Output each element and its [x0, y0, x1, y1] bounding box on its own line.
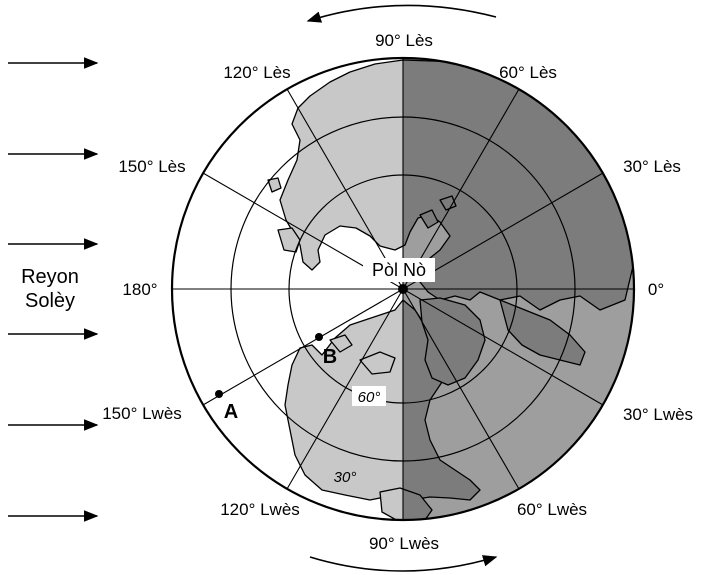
- longitude-label-150w: 150° Lwès: [102, 404, 182, 423]
- rotation-arrow-bottom: [309, 555, 498, 572]
- land-island: [439, 195, 457, 211]
- latitude-label-30: 30°: [334, 469, 357, 486]
- sun-rays-label-line1: Reyon: [21, 266, 79, 288]
- longitude-label-60w: 60° Lwès: [517, 500, 587, 519]
- land-island: [419, 209, 439, 229]
- longitude-label-30e: 30° Lès: [623, 157, 681, 176]
- longitude-label-120e: 120° Lès: [223, 63, 290, 82]
- longitude-label-30w: 30° Lwès: [623, 405, 693, 424]
- longitude-label-150e: 150° Lès: [118, 157, 185, 176]
- land-greenland: [419, 297, 486, 386]
- latitude-label-60: 60°: [358, 389, 381, 406]
- pole-label-box: [363, 258, 435, 282]
- land-island: [359, 351, 396, 375]
- sun-rays-label-line2: Solèy: [25, 290, 75, 312]
- longitude-label-90e: 90° Lès: [375, 31, 433, 50]
- point-b-dot: [315, 333, 323, 341]
- sun-rays: [8, 57, 99, 522]
- longitude-label-90w: 90° Lwès: [369, 534, 439, 553]
- north-pole-dot: [398, 284, 408, 294]
- lat-60-box: [352, 386, 386, 406]
- globe: Pòl Nò 60° 30° A B: [170, 56, 636, 522]
- night-side: [403, 58, 634, 520]
- longitude-label-0: 0°: [648, 280, 664, 299]
- longitude-label-180: 180°: [122, 280, 157, 299]
- longitude-label-120w: 120° Lwès: [220, 500, 300, 519]
- point-a-dot: [215, 390, 223, 398]
- longitude-label-60e: 60° Lès: [499, 63, 557, 82]
- lat-30-box: [328, 466, 362, 486]
- land-island: [329, 334, 353, 353]
- land-eurasia: [279, 59, 634, 311]
- point-a-label: A: [224, 401, 238, 423]
- pole-label: Pòl Nò: [372, 260, 426, 280]
- longitude-labels: 90° Lès 60° Lès 30° Lès 0° 30° Lwès 60° …: [102, 31, 693, 553]
- rotation-arrow-top: [306, 4, 497, 23]
- point-b-label: B: [323, 346, 337, 368]
- land-island: [267, 177, 282, 193]
